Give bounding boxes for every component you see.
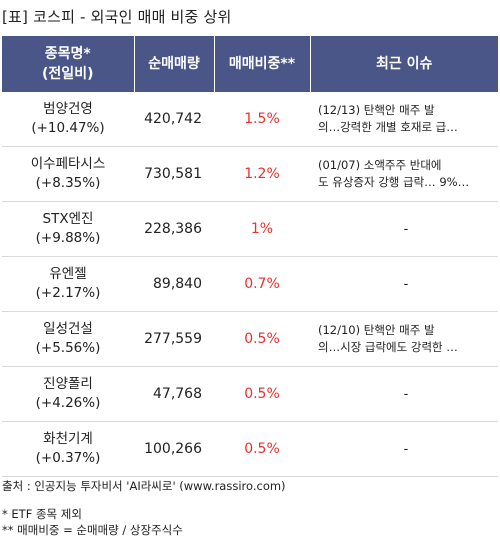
net-volume-cell: 47,768 <box>134 366 214 422</box>
net-volume-cell: 228,386 <box>134 201 214 257</box>
issue-cell[interactable]: (12/10) 탄핵안 매주 발 의…시장 급락에도 강력한 … <box>310 311 498 367</box>
stock-name-cell: 이수페타시스 (+8.35%) <box>2 146 134 202</box>
stock-name-cell: 화천기계 (+0.37%) <box>2 421 134 477</box>
stock-change: (+5.56%) <box>35 340 101 356</box>
ratio-cell: 0.7% <box>214 256 310 312</box>
table-row: 유엔젤 (+2.17%) 89,840 0.7% - <box>2 256 498 312</box>
header-name: 종목명* (전일비) <box>2 36 135 92</box>
issue-cell: - <box>310 256 498 312</box>
stock-change: (+4.26%) <box>35 395 101 411</box>
header-issue: 최근 이슈 <box>310 36 498 92</box>
net-volume-cell: 730,581 <box>134 146 214 202</box>
stock-name: 이수페타시스 <box>30 156 106 172</box>
page-title: [표] 코스피 - 외국인 매매 비중 상위 <box>2 8 232 26</box>
table-row: 일성건설 (+5.56%) 277,559 0.5% (12/10) 탄핵안 매주 발 … <box>2 311 498 367</box>
net-volume-cell: 89,840 <box>134 256 214 312</box>
stock-name-cell: 범양건영 (+10.47%) <box>2 92 134 147</box>
net-volume-cell: 277,559 <box>134 311 214 367</box>
stock-name-cell: 유엔젤 (+2.17%) <box>2 256 134 312</box>
header-net-volume: 순매매량 <box>134 36 215 92</box>
source-text: 출처 : 인공지능 투자비서 'AI라씨로' (www.rassiro.com) <box>2 479 286 493</box>
table-row: 범양건영 (+10.47%) 420,742 1.5% (12/13) 탄핵안 매주 발… <box>2 92 498 147</box>
ratio-cell: 0.5% <box>214 421 310 477</box>
header-ratio: 매매비중** <box>214 36 311 92</box>
stock-name-cell: 일성건설 (+5.56%) <box>2 311 134 367</box>
header-name-line2: (전일비) <box>42 66 94 82</box>
header-name-line1: 종목명* <box>44 46 91 62</box>
table-row: 진양폴리 (+4.26%) 47,768 0.5% - <box>2 366 498 422</box>
issue-cell[interactable]: (01/07) 소액주주 반대에 도 유상증자 강행 급락… 9%… <box>310 146 498 202</box>
stock-name: 진양폴리 <box>43 376 93 392</box>
ratio-cell: 1.2% <box>214 146 310 202</box>
stock-name-cell: 진양폴리 (+4.26%) <box>2 366 134 422</box>
stock-name: 유엔젤 <box>49 266 87 282</box>
net-volume-cell: 420,742 <box>134 92 214 147</box>
stock-name-cell: STX엔진 (+9.88%) <box>2 201 134 257</box>
stock-name: STX엔진 <box>42 211 94 227</box>
table-header-row: 종목명* (전일비) 순매매량 매매비중** 최근 이슈 <box>2 36 498 92</box>
foreign-trading-table: 종목명* (전일비) 순매매량 매매비중** 최근 이슈 범양건영 (+10.47… <box>2 36 498 477</box>
stock-change: (+9.88%) <box>35 230 101 246</box>
stock-name: 화천기계 <box>43 431 93 447</box>
ratio-cell: 0.5% <box>214 366 310 422</box>
footnote-ratio: ** 매매비중 = 순매매량 / 상장주식수 <box>2 523 183 537</box>
table-row: 이수페타시스 (+8.35%) 730,581 1.2% (01/07) 소액주주 반대… <box>2 146 498 202</box>
stock-change: (+0.37%) <box>35 450 101 466</box>
footnotes: * ETF 종목 제외 ** 매매비중 = 순매매량 / 상장주식수 <box>2 506 183 538</box>
stock-name: 범양건영 <box>43 101 93 117</box>
issue-cell[interactable]: (12/13) 탄핵안 매주 발 의…강력한 개별 호재로 급… <box>310 92 498 147</box>
issue-cell: - <box>310 201 498 257</box>
footnote-etf: * ETF 종목 제외 <box>2 507 82 521</box>
issue-cell: - <box>310 366 498 422</box>
ratio-cell: 0.5% <box>214 311 310 367</box>
net-volume-cell: 100,266 <box>134 421 214 477</box>
table-row: STX엔진 (+9.88%) 228,386 1% - <box>2 201 498 257</box>
issue-cell: - <box>310 421 498 477</box>
stock-change: (+2.17%) <box>35 285 101 301</box>
stock-name: 일성건설 <box>43 321 93 337</box>
ratio-cell: 1% <box>214 201 310 257</box>
stock-change: (+8.35%) <box>35 175 101 191</box>
table-row: 화천기계 (+0.37%) 100,266 0.5% - <box>2 421 498 477</box>
stock-change: (+10.47%) <box>31 120 105 136</box>
ratio-cell: 1.5% <box>214 92 310 147</box>
